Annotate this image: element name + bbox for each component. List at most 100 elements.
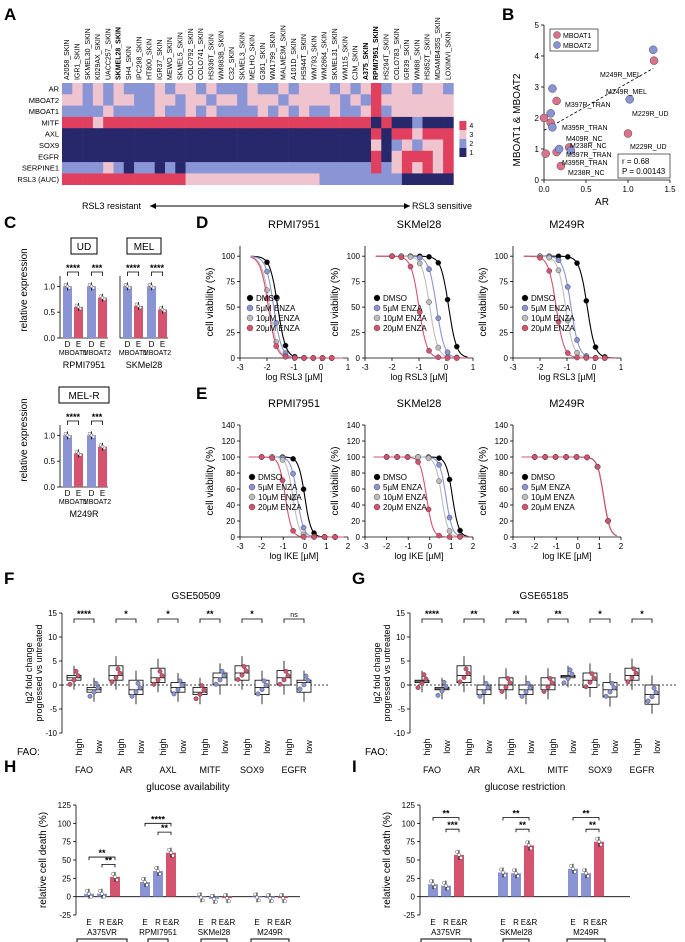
c-point bbox=[67, 435, 72, 439]
box-y-tick-label: -5 bbox=[50, 705, 58, 714]
dose-chart-title: M249R bbox=[549, 219, 585, 231]
heatmap-cell bbox=[350, 105, 361, 118]
heatmap-cell bbox=[309, 150, 320, 163]
b-point-label: M395R_TRAN bbox=[562, 125, 608, 132]
dose-point bbox=[446, 534, 453, 540]
dose-chart-title: RPMI7951 bbox=[268, 219, 320, 231]
dose-y-tick-label: 80 bbox=[226, 469, 235, 478]
dose-point bbox=[446, 476, 453, 483]
heatmap-cell bbox=[319, 94, 331, 106]
dose-x-axis-label: log RSL3 [µM] bbox=[390, 372, 447, 382]
heatmap-cell bbox=[206, 162, 217, 174]
dose-y-tick-label: 100 bbox=[495, 453, 509, 462]
dose-legend-marker bbox=[248, 503, 256, 511]
heatmap-cell bbox=[123, 116, 135, 129]
b-point bbox=[566, 146, 576, 155]
dose-point bbox=[415, 459, 421, 465]
heatmap-cell bbox=[82, 162, 94, 174]
heatmap-cell bbox=[278, 162, 289, 174]
scale-tick: 4 bbox=[469, 123, 473, 130]
dose-point bbox=[583, 355, 590, 361]
bar-point bbox=[113, 875, 117, 879]
dose-point bbox=[435, 315, 442, 322]
heatmap-cell bbox=[195, 173, 207, 185]
heatmap-cell bbox=[443, 83, 454, 95]
heatmap-cell bbox=[298, 162, 310, 174]
bar-cond-label: E&R bbox=[163, 918, 180, 927]
dose-x-tick-label: 2 bbox=[471, 542, 476, 551]
dose-x-tick-label: 0 bbox=[444, 363, 449, 372]
box-point bbox=[305, 678, 311, 683]
heatmap-cell bbox=[412, 150, 423, 163]
box-point bbox=[177, 678, 183, 684]
dose-point bbox=[531, 454, 538, 460]
bar-point bbox=[444, 883, 448, 888]
box-point bbox=[591, 675, 597, 681]
box-group-label: EGFR bbox=[629, 765, 655, 775]
heatmap-cell bbox=[185, 139, 197, 152]
dose-legend-label: DMSO bbox=[256, 294, 280, 303]
box-point bbox=[221, 673, 227, 679]
bar-point bbox=[214, 900, 218, 904]
bar-point bbox=[281, 896, 285, 900]
dose-y-tick-label: 20 bbox=[351, 517, 360, 526]
c-de-label: E bbox=[100, 489, 105, 498]
rsl3-sensitive-label: RSL3 sensitive bbox=[412, 201, 472, 211]
dose-x-tick-label: 0 bbox=[319, 363, 324, 372]
box-point bbox=[589, 671, 595, 677]
column-label: UACC257_SKIN bbox=[105, 28, 112, 80]
box-sig-bracket bbox=[463, 618, 485, 623]
dose-y-tick-label: 140 bbox=[495, 421, 509, 430]
b-x-tick-label: 1.5 bbox=[664, 185, 676, 194]
heatmap-cell bbox=[432, 83, 444, 95]
dose-y-tick-label: 60 bbox=[499, 485, 508, 494]
heatmap-cell bbox=[113, 162, 125, 174]
box-hl-label: low bbox=[262, 740, 272, 754]
dose-curve bbox=[373, 456, 469, 538]
box-point bbox=[91, 689, 97, 695]
heatmap-cell bbox=[268, 128, 279, 140]
box-sig-label: * bbox=[124, 609, 128, 619]
b-legend-marker bbox=[553, 41, 561, 49]
dose-point bbox=[574, 349, 580, 356]
heatmap-cell bbox=[268, 150, 279, 163]
heatmap-cell bbox=[309, 128, 320, 140]
column-label: IGR1_SKIN bbox=[75, 43, 82, 80]
bar-sig-label: ** bbox=[582, 808, 590, 818]
heatmap-cell bbox=[154, 150, 166, 163]
bar-point bbox=[499, 867, 503, 872]
dose-legend-label: 10µM ENZA bbox=[258, 493, 302, 502]
box-point bbox=[303, 673, 309, 679]
c-de-label: D bbox=[89, 489, 95, 498]
heatmap-cell bbox=[72, 105, 83, 118]
heatmap-cell bbox=[412, 83, 423, 95]
dose-x-tick-label: -3 bbox=[361, 363, 369, 372]
dose-point bbox=[564, 254, 571, 260]
heatmap-cell bbox=[144, 162, 155, 174]
box-hl-label: high bbox=[284, 738, 294, 755]
box-point bbox=[239, 672, 245, 678]
bar-point bbox=[102, 894, 106, 899]
dose-chart-title: RPMI7951 bbox=[268, 398, 320, 410]
heatmap-cell bbox=[443, 116, 454, 129]
bar-cond-label: R bbox=[583, 918, 589, 927]
heatmap-cell bbox=[103, 150, 114, 163]
dose-y-tick-label: 100 bbox=[495, 252, 509, 261]
c-bar bbox=[63, 286, 72, 338]
fao-label: FAO: bbox=[365, 747, 388, 758]
heatmap-cell bbox=[62, 128, 73, 140]
dose-legend-marker bbox=[246, 294, 254, 302]
heatmap-cell bbox=[319, 150, 331, 163]
dose-legend-label: 5µM ENZA bbox=[531, 483, 571, 492]
box-point bbox=[243, 668, 249, 674]
dose-legend-marker bbox=[373, 483, 381, 491]
dose-point bbox=[416, 309, 423, 315]
dose-y-tick-label: 60 bbox=[351, 485, 360, 494]
heatmap-cell bbox=[154, 83, 166, 95]
column-label: WM115_SKIN bbox=[342, 36, 349, 80]
box-sig-bracket bbox=[505, 618, 527, 623]
heatmap-cell bbox=[62, 139, 73, 152]
b-legend-label: MBOAT2 bbox=[563, 43, 591, 50]
heatmap-cell bbox=[175, 94, 186, 106]
dose-point bbox=[555, 267, 562, 274]
